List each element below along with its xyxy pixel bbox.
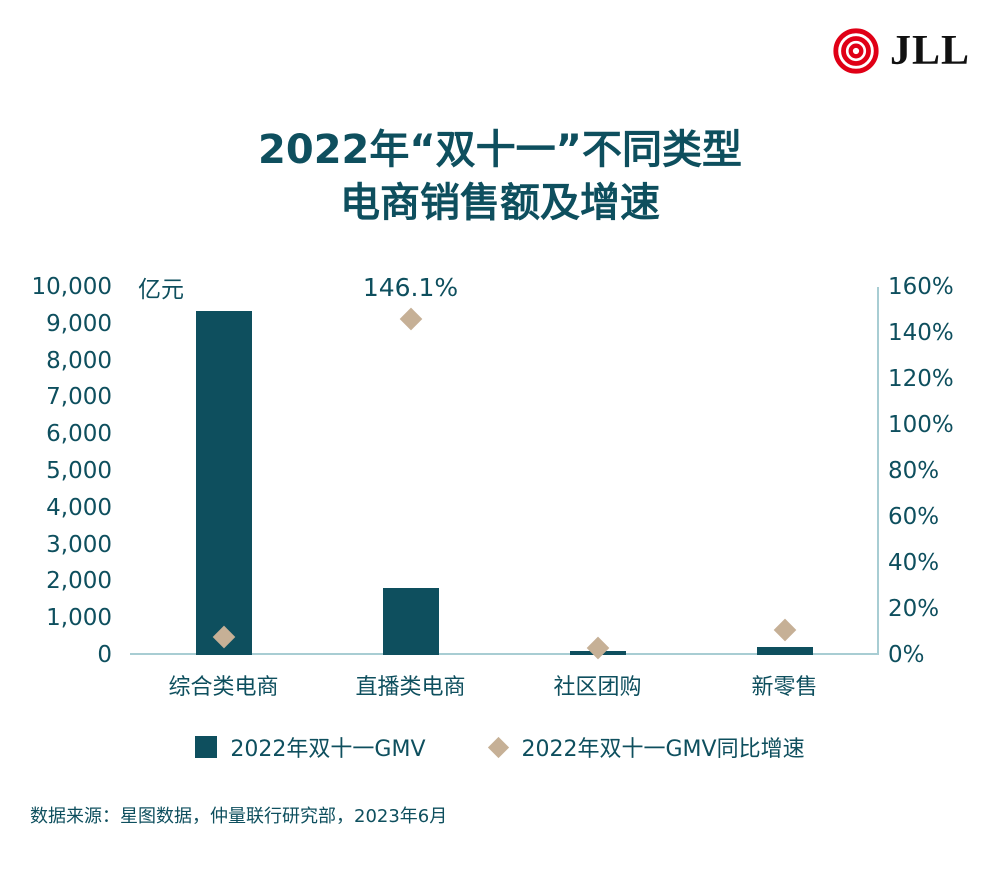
data-label: 146.1% [362,272,459,302]
chart-title-line1: 2022年“双十一”不同类型 [258,127,742,173]
legend-item-growth: 2022年双十一GMV同比增速 [487,731,805,763]
legend-bar-swatch-icon [195,736,218,758]
right-axis-tick: 40% [888,550,940,576]
left-axis-tick: 1,000 [46,605,112,632]
gmv-bar [195,311,252,655]
plot-area: 综合类电商 直播类电商 社区团购 新零售 146.1% [130,273,879,700]
jll-logo: JLL [831,26,970,76]
x-axis-line [130,653,878,655]
left-axis-tick: 5,000 [46,458,112,484]
right-axis-tick: 120% [888,366,954,392]
left-axis-tick: 6,000 [46,421,112,448]
left-axis-tick: 3,000 [46,531,112,558]
jll-rings-icon [833,28,879,74]
right-axis-tick: 160% [888,274,954,300]
chart: 亿元 10,000 9,000 8,000 7,000 6,000 5,000 4,000 3… [0,273,1000,700]
growth-diamond [586,636,609,660]
gmv-bar [756,646,813,655]
left-axis-tick: 9,000 [46,310,112,337]
category-label: 直播类电商 [355,675,466,700]
right-axis-line [877,287,879,655]
right-axis-tick: 80% [888,458,940,484]
left-axis-tick: 7,000 [46,384,112,411]
right-axis-ticks: 160% 140% 120% 100% 80% 60% 40% 20% 0% [888,274,998,668]
left-axis-tick: 0 [97,642,112,668]
jll-logo-text: JLL [889,28,970,74]
legend-label-growth: 2022年双十一GMV同比增速 [521,737,805,762]
left-axis-tick: 2,000 [46,568,112,595]
category-label: 综合类电商 [168,675,279,700]
chart-title-line2: 电商销售额及增速 [340,179,660,226]
legend-item-gmv: 2022年双十一GMV [195,731,426,763]
right-axis-tick: 0% [888,642,925,668]
legend: 2022年双十一GMV 2022年双十一GMV同比增速 [0,731,1000,763]
growth-diamond [399,307,422,331]
left-axis-unit-label: 亿元 [138,277,184,303]
gmv-bar [382,588,439,655]
category-label: 社区团购 [553,675,642,700]
right-axis-tick: 100% [888,412,954,438]
category-label: 新零售 [751,675,818,700]
right-axis-tick: 60% [888,504,940,530]
growth-diamond [773,618,796,642]
legend-diamond-swatch-icon [487,736,509,758]
chart-title: 2022年“双十一”不同类型 电商销售额及增速 [0,124,1000,230]
source-note: 数据来源：星图数据，仲量联行研究部，2023年6月 [30,806,448,827]
legend-label-gmv: 2022年双十一GMV [230,737,426,762]
right-axis-tick: 20% [888,596,940,622]
left-axis-tick: 8,000 [46,347,112,374]
right-axis-tick: 140% [888,320,954,346]
left-axis-ticks: 10,000 9,000 8,000 7,000 6,000 5,000 4,000 3,00… [0,274,112,668]
left-axis-tick: 10,000 [31,274,112,300]
left-axis-tick: 4,000 [46,494,112,521]
